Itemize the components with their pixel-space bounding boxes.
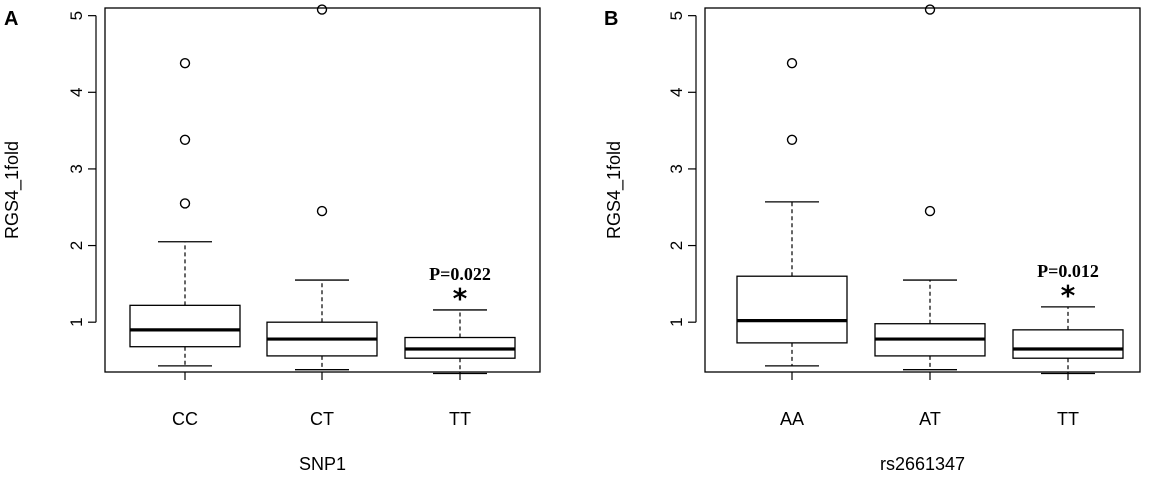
box-aa: AA <box>736 57 848 429</box>
outlier-point <box>179 57 191 69</box>
y-tick-label: 4 <box>667 88 686 97</box>
y-tick-label: 3 <box>667 164 686 173</box>
y-tick-label: 3 <box>67 164 86 173</box>
y-tick-label: 4 <box>67 88 86 97</box>
outlier-point <box>179 134 191 146</box>
iqr-box <box>1012 329 1124 359</box>
y-axis-title: RGS4_1fold <box>2 141 23 239</box>
outlier-point <box>316 205 328 217</box>
plot-frame <box>704 7 1141 373</box>
y-tick-label: 5 <box>667 11 686 20</box>
box-tt: TT *P=0.022 <box>404 264 516 429</box>
y-tick-label: 1 <box>667 317 686 326</box>
x-tick-label: CC <box>172 409 198 429</box>
outlier-point <box>786 57 798 69</box>
panel-label-b: B <box>604 8 619 30</box>
x-tick-label: TT <box>1057 409 1079 429</box>
y-tick-label: 2 <box>67 241 86 250</box>
x-axis-title: rs2661347 <box>880 454 965 474</box>
x-axis-title: SNP1 <box>299 454 346 474</box>
x-tick-label: AA <box>780 409 804 429</box>
y-tick-label: 1 <box>67 317 86 326</box>
significance-star: * <box>453 282 468 315</box>
iqr-box <box>129 304 241 348</box>
box-cc: CC <box>129 57 241 429</box>
significance-star: * <box>1061 279 1076 312</box>
y-tick-label: 5 <box>67 11 86 20</box>
chart-panel-b: 1 2 3 4 5 RGS4_1fold rs2661347 AA AT TT *P=0.012 <box>604 4 1141 474</box>
outlier-point <box>924 205 936 217</box>
outlier-point <box>786 134 798 146</box>
y-axis-title: RGS4_1fold <box>604 141 625 239</box>
outlier-point <box>924 4 936 15</box>
p-value-label: P=0.022 <box>429 264 491 284</box>
box-tt: TT *P=0.012 <box>1012 261 1124 429</box>
outlier-point <box>179 198 191 209</box>
outlier-point <box>316 4 328 15</box>
x-tick-label: AT <box>919 409 941 429</box>
x-tick-label: CT <box>310 409 334 429</box>
chart-panel-a: 1 2 3 4 5 RGS4_1fold SNP1 CC CT TT *P=0.022 <box>2 4 541 474</box>
iqr-box <box>736 275 848 344</box>
box-ct: CT <box>266 4 378 429</box>
panel-label-a: A <box>4 8 19 30</box>
p-value-label: P=0.012 <box>1037 261 1099 281</box>
x-tick-label: TT <box>449 409 471 429</box>
box-at: AT <box>874 4 986 429</box>
y-tick-label: 2 <box>667 241 686 250</box>
